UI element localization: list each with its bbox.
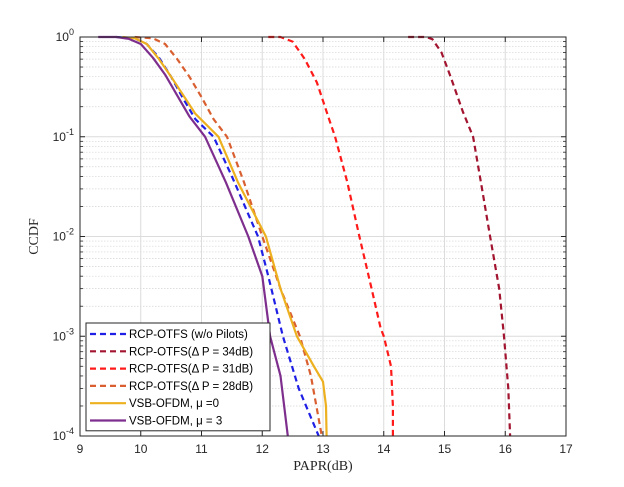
x-tick-label: 10 (134, 442, 148, 456)
y-tick-base: 10 (56, 30, 70, 44)
y-tick-label: 10-2 (53, 227, 74, 244)
x-tick-label: 16 (499, 442, 513, 456)
legend-label: RCP-OTFS (w/o Pilots) (129, 329, 248, 341)
x-tick-label: 14 (377, 442, 391, 456)
legend-label: RCP-OTFS(Δ P = 28dB) (129, 381, 253, 393)
y-tick-base: 10 (53, 329, 67, 343)
x-tick-label: 13 (316, 442, 330, 456)
x-tick-label: 17 (559, 442, 573, 456)
y-tick-label: 100 (56, 27, 74, 44)
y-tick-label: 10-1 (53, 127, 74, 144)
y-tick-label: 10-4 (53, 426, 74, 443)
x-tick-label: 11 (195, 442, 208, 456)
y-tick-exponent: -2 (66, 227, 74, 237)
series-line-6 (98, 35, 289, 437)
legend: RCP-OTFS (w/o Pilots) RCP-OTFS(Δ P = 34dB… (85, 322, 271, 432)
x-tick-label: 15 (438, 442, 452, 456)
y-tick-exponent: 0 (69, 27, 74, 37)
legend-box (85, 322, 271, 432)
series-line-4 (134, 35, 323, 437)
y-tick-base: 10 (53, 429, 67, 443)
y-tick-exponent: -3 (66, 326, 74, 336)
y-tick-base: 10 (53, 230, 67, 244)
x-tick-label: 12 (256, 442, 270, 456)
series-line-3 (268, 35, 394, 436)
legend-label: VSB-OFDM, μ = 3 (129, 416, 222, 428)
legend-label: VSB-OFDM, μ =0 (129, 398, 219, 410)
legend-label: RCP-OTFS(Δ P = 31dB) (129, 364, 253, 376)
series-line-5 (122, 35, 328, 437)
series-group (98, 35, 512, 437)
y-tick-base: 10 (53, 130, 67, 144)
legend-label: RCP-OTFS(Δ P = 34dB) (129, 346, 253, 358)
x-axis-label: PAPR(dB) (293, 459, 353, 474)
x-tick-label: 9 (77, 442, 84, 456)
y-axis-label: CCDF (27, 218, 42, 255)
y-tick-exponent: -4 (66, 426, 74, 436)
y-tick-exponent: -1 (66, 127, 74, 137)
y-tick-label: 10-3 (53, 326, 74, 343)
series-line-2 (408, 35, 512, 437)
